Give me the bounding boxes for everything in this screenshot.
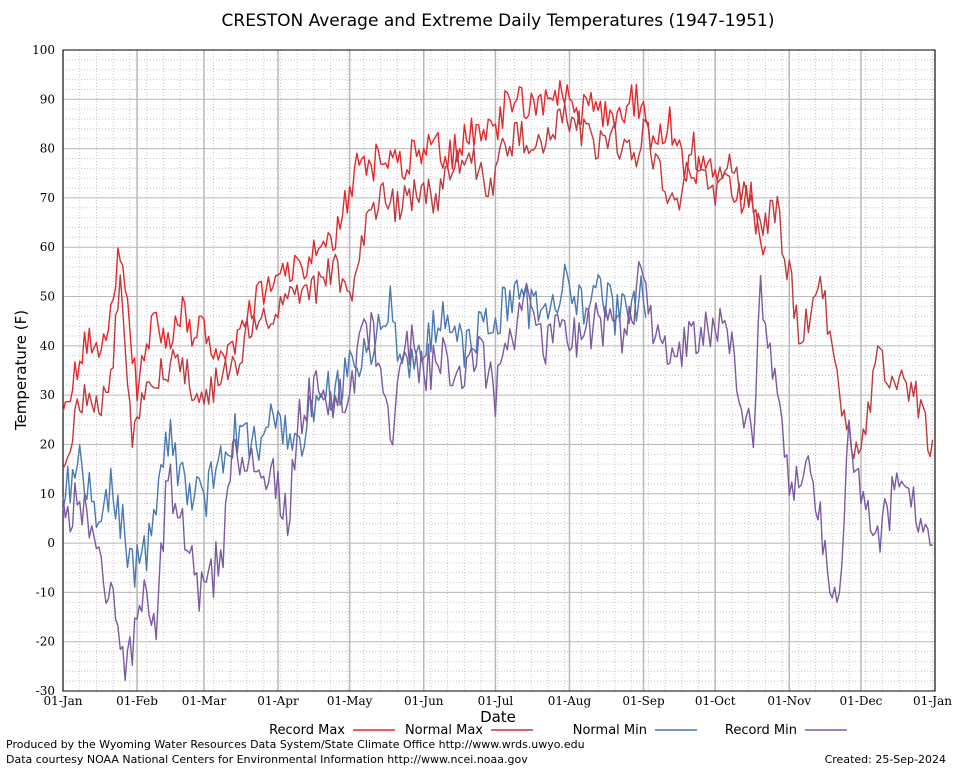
y-tick-label: 100 [32,43,55,57]
x-tick-label: 01-Jan [913,694,952,708]
grid [62,49,936,692]
legend-label: Record Min [725,723,797,738]
y-tick-label: -10 [36,585,55,599]
plot-border [62,49,936,692]
x-tick-label: 01-May [327,694,373,708]
y-tick-label: 70 [40,191,55,205]
series-group [62,79,934,681]
y-tick-label: 0 [47,536,55,550]
series-line-normal-min [62,263,647,588]
y-tick-label: 30 [40,388,55,402]
y-tick-label: 50 [40,290,55,304]
x-axis-label: Date [480,708,516,726]
y-tick-label: 40 [40,339,55,353]
y-tick-label: -20 [36,635,55,649]
y-tick-label: 20 [40,437,55,451]
y-tick-label: 60 [40,240,55,254]
footer-created: Created: 25-Sep-2024 [825,753,946,766]
x-tick-label: 01-Aug [548,694,592,708]
y-tick-label: -30 [36,684,55,698]
x-tick-label: 01-Dec [840,694,883,708]
x-tick-labels: 01-Jan 01-Feb 01-Mar 01-Apr 01-May 01-Jun 01-J… [43,694,952,708]
series-line-record-min [62,261,933,681]
y-tick-label: 10 [40,487,55,501]
y-axis-label: Temperature (F) [12,310,30,431]
footer-data-source: Data courtesy NOAA National Centers for … [6,753,528,766]
legend-label: Record Max [269,723,345,738]
series-line-normal-max [62,102,934,469]
y-tick-label: 90 [40,92,55,106]
x-tick-label: 01-Jul [478,694,514,708]
x-tick-label: 01-Apr [257,694,299,708]
x-tick-label: 01-Jun [404,694,444,708]
legend-label: Normal Min [573,723,647,738]
footer-producer: Produced by the Wyoming Water Resources … [6,738,585,751]
legend-label: Normal Max [405,723,483,738]
x-tick-label: 01-Oct [695,694,736,708]
x-tick-label: 01-Mar [182,694,227,708]
x-tick-label: 01-Jan [43,694,82,708]
y-tick-label: 80 [40,142,55,156]
x-tick-label: 01-Sep [622,694,665,708]
x-tick-label: 01-Feb [116,694,158,708]
legend: Record Max Normal Max Normal Min Record Min [269,723,847,738]
x-tick-label: 01-Nov [767,694,811,708]
chart-title: CRESTON Average and Extreme Daily Temper… [222,11,775,31]
